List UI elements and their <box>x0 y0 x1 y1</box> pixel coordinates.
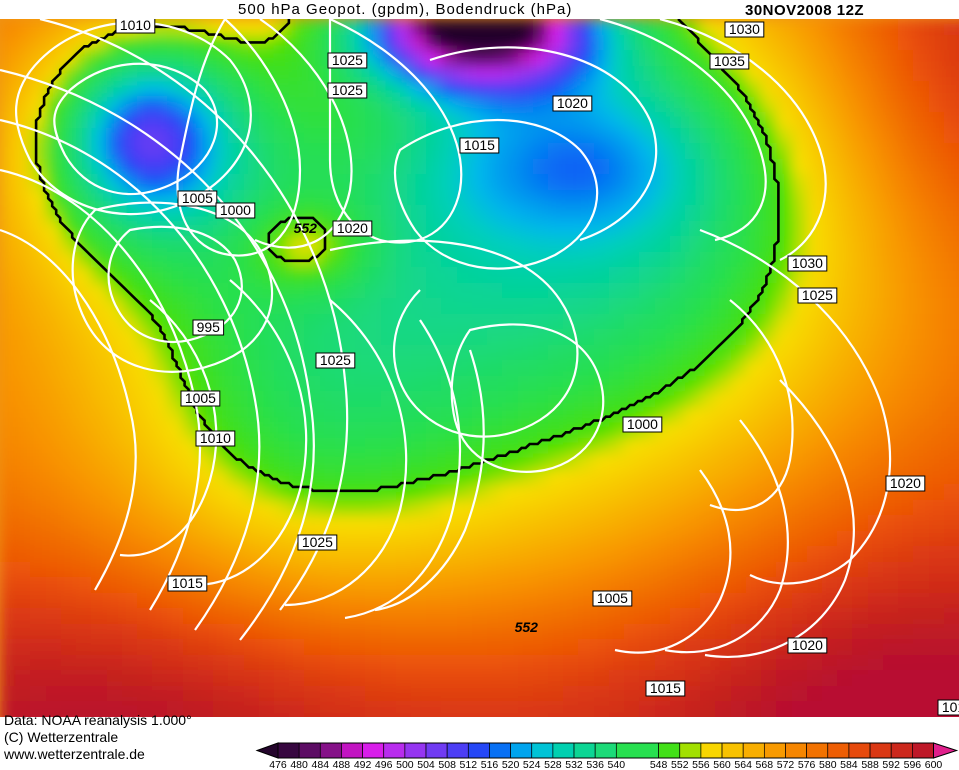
svg-text:1030: 1030 <box>792 255 823 271</box>
svg-text:30NOV2008 12Z: 30NOV2008 12Z <box>745 2 864 19</box>
svg-text:596: 596 <box>904 759 922 770</box>
svg-text:540: 540 <box>608 759 626 770</box>
svg-text:Data: NOAA reanalysis 1.000°: Data: NOAA reanalysis 1.000° <box>4 712 192 728</box>
svg-text:1025: 1025 <box>302 534 333 550</box>
svg-text:600: 600 <box>925 759 943 770</box>
svg-text:520: 520 <box>502 759 520 770</box>
svg-text:1010: 1010 <box>200 430 231 446</box>
svg-text:564: 564 <box>734 759 752 770</box>
svg-text:484: 484 <box>312 759 330 770</box>
svg-text:1010: 1010 <box>120 17 151 33</box>
svg-text:504: 504 <box>417 759 435 770</box>
svg-text:1030: 1030 <box>729 21 760 37</box>
svg-text:536: 536 <box>586 759 604 770</box>
svg-text:1020: 1020 <box>792 637 823 653</box>
svg-text:552: 552 <box>294 220 318 236</box>
svg-text:1015: 1015 <box>172 575 203 591</box>
svg-text:1015: 1015 <box>650 680 681 696</box>
svg-text:480: 480 <box>290 759 308 770</box>
svg-text:500 hPa Geopot. (gpdm), Bodend: 500 hPa Geopot. (gpdm), Bodendruck (hPa) <box>238 1 572 18</box>
svg-text:1005: 1005 <box>182 190 213 206</box>
svg-text:1025: 1025 <box>320 352 351 368</box>
svg-text:496: 496 <box>375 759 393 770</box>
svg-text:508: 508 <box>438 759 456 770</box>
svg-text:1000: 1000 <box>627 416 658 432</box>
svg-text:548: 548 <box>650 759 668 770</box>
svg-text:1025: 1025 <box>332 82 363 98</box>
svg-text:560: 560 <box>713 759 731 770</box>
svg-text:1020: 1020 <box>557 95 588 111</box>
svg-text:1025: 1025 <box>802 287 833 303</box>
svg-text:552: 552 <box>671 759 689 770</box>
svg-text:1025: 1025 <box>332 52 363 68</box>
svg-text:556: 556 <box>692 759 710 770</box>
svg-text:476: 476 <box>269 759 287 770</box>
svg-text:572: 572 <box>777 759 795 770</box>
svg-text:500: 500 <box>396 759 414 770</box>
svg-text:1005: 1005 <box>597 590 628 606</box>
svg-text:516: 516 <box>481 759 499 770</box>
svg-text:1015: 1015 <box>464 137 495 153</box>
svg-text:995: 995 <box>197 319 221 335</box>
svg-text:592: 592 <box>882 759 900 770</box>
svg-text:1020: 1020 <box>337 220 368 236</box>
svg-text:524: 524 <box>523 759 541 770</box>
svg-text:(C) Wetterzentrale: (C) Wetterzentrale <box>4 729 118 745</box>
svg-text:488: 488 <box>333 759 351 770</box>
svg-text:588: 588 <box>861 759 879 770</box>
svg-text:576: 576 <box>798 759 816 770</box>
svg-text:492: 492 <box>354 759 372 770</box>
svg-text:584: 584 <box>840 759 858 770</box>
svg-text:www.wetterzentrale.de: www.wetterzentrale.de <box>3 746 145 762</box>
svg-text:580: 580 <box>819 759 837 770</box>
svg-text:532: 532 <box>565 759 583 770</box>
svg-text:552: 552 <box>515 619 539 635</box>
svg-text:568: 568 <box>756 759 774 770</box>
svg-text:528: 528 <box>544 759 562 770</box>
svg-text:1035: 1035 <box>714 53 745 69</box>
svg-text:1020: 1020 <box>890 475 921 491</box>
svg-text:1005: 1005 <box>185 390 216 406</box>
svg-text:512: 512 <box>460 759 478 770</box>
svg-text:1000: 1000 <box>220 202 251 218</box>
svg-text:1015: 1015 <box>942 699 959 715</box>
